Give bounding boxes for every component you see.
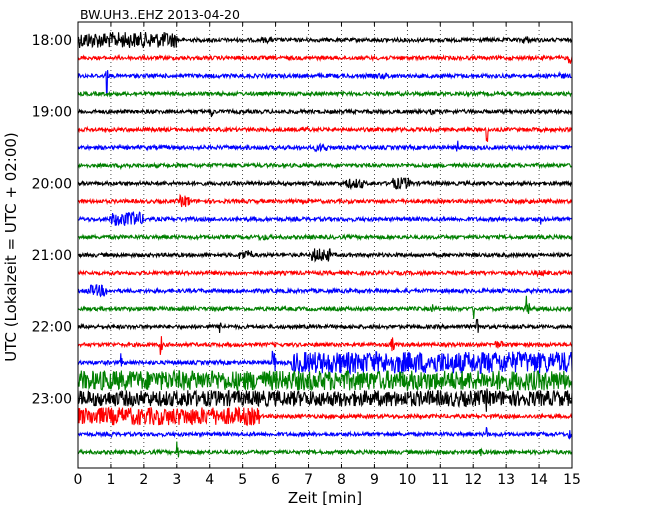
trace-row-20 bbox=[77, 388, 573, 412]
trace-row-13 bbox=[77, 269, 573, 278]
plot-frame bbox=[77, 21, 573, 469]
trace-row-12 bbox=[77, 248, 573, 263]
trace-row-21 bbox=[77, 406, 573, 427]
x-axis-label: Zeit [min] bbox=[288, 489, 362, 507]
y-tick-label: 22:00 bbox=[32, 320, 72, 336]
trace-row-2 bbox=[77, 70, 573, 96]
trace-row-0 bbox=[77, 32, 573, 49]
trace-row-22 bbox=[77, 427, 573, 440]
x-tick-label: 5 bbox=[238, 472, 247, 488]
chart-title: BW.UH3..EHZ 2013-04-20 bbox=[80, 7, 240, 22]
x-tick-label: 1 bbox=[106, 472, 115, 488]
trace-row-3 bbox=[77, 89, 573, 98]
trace-row-6 bbox=[77, 140, 573, 153]
x-tick-label: 13 bbox=[497, 472, 515, 488]
trace-row-5 bbox=[77, 125, 573, 143]
trace-rows bbox=[77, 32, 573, 458]
y-tick-label: 20:00 bbox=[32, 176, 72, 192]
x-tick-label: 12 bbox=[464, 472, 482, 488]
trace-row-19 bbox=[77, 368, 573, 392]
x-axis-ticks: 0 1 2 3 4 5 6 7 8 9 10 11 12 13 14 15 bbox=[74, 22, 581, 488]
trace-row-16 bbox=[77, 318, 573, 334]
trace-row-11 bbox=[77, 233, 573, 242]
trace-row-7 bbox=[77, 161, 573, 171]
trace-row-18 bbox=[77, 350, 573, 376]
trace-row-4 bbox=[77, 107, 573, 118]
x-tick-label: 10 bbox=[398, 472, 416, 488]
x-tick-label: 9 bbox=[370, 472, 379, 488]
y-axis-label: UTC (Lokalzeit = UTC + 02:00) bbox=[2, 132, 20, 362]
trace-row-15 bbox=[77, 295, 573, 319]
x-tick-label: 14 bbox=[530, 472, 548, 488]
trace-row-23 bbox=[77, 441, 573, 458]
trace-row-9 bbox=[77, 193, 573, 208]
x-tick-label: 0 bbox=[74, 472, 83, 488]
trace-row-8 bbox=[77, 177, 573, 191]
x-tick-label: 4 bbox=[205, 472, 214, 488]
y-tick-label: 18:00 bbox=[32, 33, 72, 49]
trace-row-14 bbox=[77, 284, 573, 298]
y-tick-label: 23:00 bbox=[32, 391, 72, 407]
x-tick-label: 3 bbox=[172, 472, 181, 488]
x-tick-label: 7 bbox=[304, 472, 313, 488]
trace-row-10 bbox=[77, 211, 573, 227]
y-axis-ticks: 18:00 19:00 20:00 21:00 22:00 23:00 bbox=[32, 33, 572, 407]
trace-row-17 bbox=[77, 336, 573, 355]
x-tick-label: 2 bbox=[139, 472, 148, 488]
x-tick-label: 11 bbox=[431, 472, 449, 488]
y-tick-label: 19:00 bbox=[32, 105, 72, 121]
y-tick-label: 21:00 bbox=[32, 248, 72, 264]
trace-row-1 bbox=[77, 53, 573, 64]
x-tick-label: 6 bbox=[271, 472, 280, 488]
x-tick-label: 15 bbox=[563, 472, 581, 488]
x-tick-label: 8 bbox=[337, 472, 346, 488]
